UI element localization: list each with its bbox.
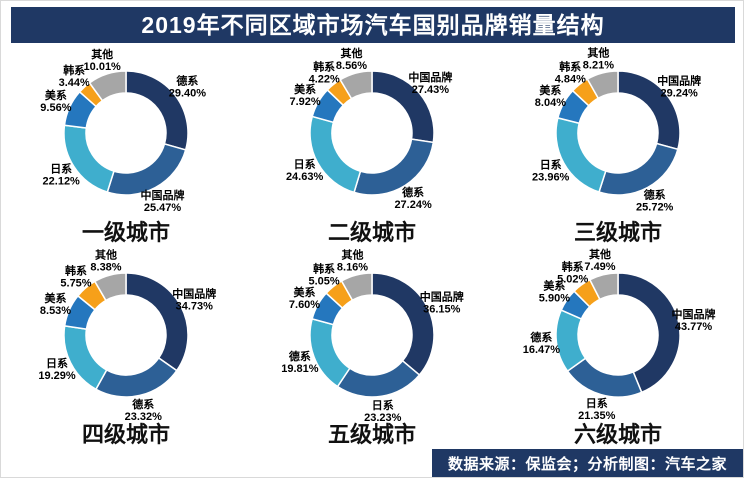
- donut-slice: [586, 70, 619, 100]
- slice-label: 中国品牌 43.77%: [672, 307, 716, 333]
- slice-label: 德系 29.40%: [169, 74, 207, 100]
- chart-caption: 四级城市: [81, 422, 170, 447]
- chart-caption: 三级城市: [573, 220, 662, 245]
- slice-label: 日系 23.96%: [532, 157, 570, 183]
- donut-slice: [598, 142, 679, 196]
- slice-label: 德系 25.72%: [636, 188, 674, 214]
- slice-label: 美系 7.92%: [289, 82, 320, 108]
- slice-label: 韩系 4.22%: [309, 60, 340, 86]
- donut-slice: [309, 317, 351, 388]
- slice-label: 其他 8.16%: [337, 248, 368, 274]
- source-credit: 数据来源：保监会；分析制图：汽车之家: [431, 449, 743, 477]
- donut-slice: [93, 272, 127, 302]
- donut-slice: [566, 357, 643, 398]
- donut-chart-tier3: 中国品牌 29.24% 德系 25.72% 日系 23.96% 美系 8.04%韩系 4.84%…: [532, 46, 701, 214]
- slice-label: 其他 8.56%: [336, 46, 367, 72]
- donut-chart-tier6: 中国品牌 43.77% 日系 21.35% 德系 16.47% 美系 5.90%韩系 5.02%…: [523, 247, 716, 422]
- slice-label: 美系 8.04%: [535, 83, 566, 109]
- slice-label: 韩系 4.84%: [555, 60, 586, 86]
- charts-grid: 德系 29.40% 中国品牌 25.47% 日系 22.12% 美系 9.56% 韩系 3.44%…: [3, 45, 743, 449]
- donut-slice: [340, 272, 373, 302]
- slice-label: 其他 8.38%: [90, 248, 121, 274]
- slice-label: 韩系 3.44%: [59, 63, 90, 89]
- chart-caption: 五级城市: [327, 422, 416, 447]
- donut-chart-tier2: 中国品牌 27.43% 德系 27.24% 日系 24.63% 美系 7.92%韩系 4.22%…: [286, 46, 452, 211]
- slice-label: 日系 21.35%: [578, 396, 616, 422]
- donut-slice: [88, 70, 127, 102]
- donut-chart-tier4: 中国品牌 34.73% 德系 23.32% 日系 19.29% 美系 8.53%韩系 5.75%…: [38, 248, 216, 423]
- slice-label: 德系 19.81%: [281, 349, 319, 375]
- slice-label: 日系 19.29%: [38, 356, 76, 382]
- donut-chart-cell-tier3: 中国品牌 29.24% 德系 25.72% 日系 23.96% 美系 8.04% 韩系 4.84%…: [495, 45, 741, 247]
- donut-chart-cell-tier4: 中国品牌 34.73% 德系 23.32% 日系 19.29% 美系 8.53% 韩系 5.75%…: [3, 247, 249, 449]
- slice-label: 美系 8.53%: [40, 291, 71, 317]
- donut-chart-cell-tier5: 中国品牌 36.15% 日系 23.23% 德系 19.81% 美系 7.60% 韩系 5.05%…: [249, 247, 495, 449]
- donut-chart-tier5: 中国品牌 36.15% 日系 23.23% 德系 19.81% 美系 7.60%韩系 5.05%…: [281, 248, 464, 425]
- slice-label: 中国品牌 36.15%: [420, 290, 464, 316]
- slice-label: 其他 10.01%: [84, 47, 122, 73]
- slice-label: 中国品牌 25.47%: [141, 188, 185, 214]
- page-title: 2019年不同区域市场汽车国别品牌销量结构: [11, 7, 735, 43]
- donut-slice: [336, 359, 421, 398]
- donut-chart-cell-tier1: 德系 29.40% 中国品牌 25.47% 日系 22.12% 美系 9.56% 韩系 3.44%…: [3, 45, 249, 247]
- slice-label: 德系 23.32%: [125, 397, 163, 423]
- donut-chart-tier1: 德系 29.40% 中国品牌 25.47% 日系 22.12% 美系 9.56%韩系 3.44%…: [40, 47, 207, 214]
- donut-slice: [106, 142, 187, 196]
- chart-caption: 二级城市: [327, 220, 416, 245]
- chart-caption: 六级城市: [573, 422, 662, 447]
- slice-label: 日系 22.12%: [43, 162, 81, 188]
- slice-label: 中国品牌 34.73%: [172, 287, 216, 313]
- slice-label: 韩系 5.02%: [557, 260, 588, 286]
- slice-label: 中国品牌 27.43%: [408, 70, 452, 96]
- donut-slice: [371, 272, 435, 377]
- slice-label: 其他 8.21%: [583, 46, 614, 72]
- slice-label: 中国品牌 29.24%: [657, 73, 701, 99]
- slice-label: 韩系 5.75%: [60, 264, 91, 290]
- donut-slice: [617, 272, 681, 394]
- slice-label: 美系 9.56%: [40, 88, 71, 114]
- slice-label: 德系 16.47%: [523, 330, 561, 356]
- donut-chart-cell-tier6: 中国品牌 43.77% 日系 21.35% 德系 16.47% 美系 5.90% 韩系 5.02%…: [495, 247, 741, 449]
- donut-slice: [588, 272, 619, 301]
- slice-label: 日系 24.63%: [286, 157, 324, 183]
- slice-label: 日系 23.23%: [364, 398, 402, 424]
- slice-label: 德系 27.24%: [394, 185, 432, 211]
- donut-chart-cell-tier2: 中国品牌 27.43% 德系 27.24% 日系 24.63% 美系 7.92% 韩系 4.22%…: [249, 45, 495, 247]
- slice-label: 韩系 5.05%: [308, 262, 339, 288]
- slice-label: 美系 7.60%: [289, 285, 320, 311]
- slice-label: 美系 5.90%: [539, 279, 570, 305]
- donut-slice: [94, 356, 178, 398]
- chart-caption: 一级城市: [81, 220, 170, 245]
- donut-slice: [339, 70, 373, 100]
- slice-label: 其他 7.49%: [584, 247, 615, 273]
